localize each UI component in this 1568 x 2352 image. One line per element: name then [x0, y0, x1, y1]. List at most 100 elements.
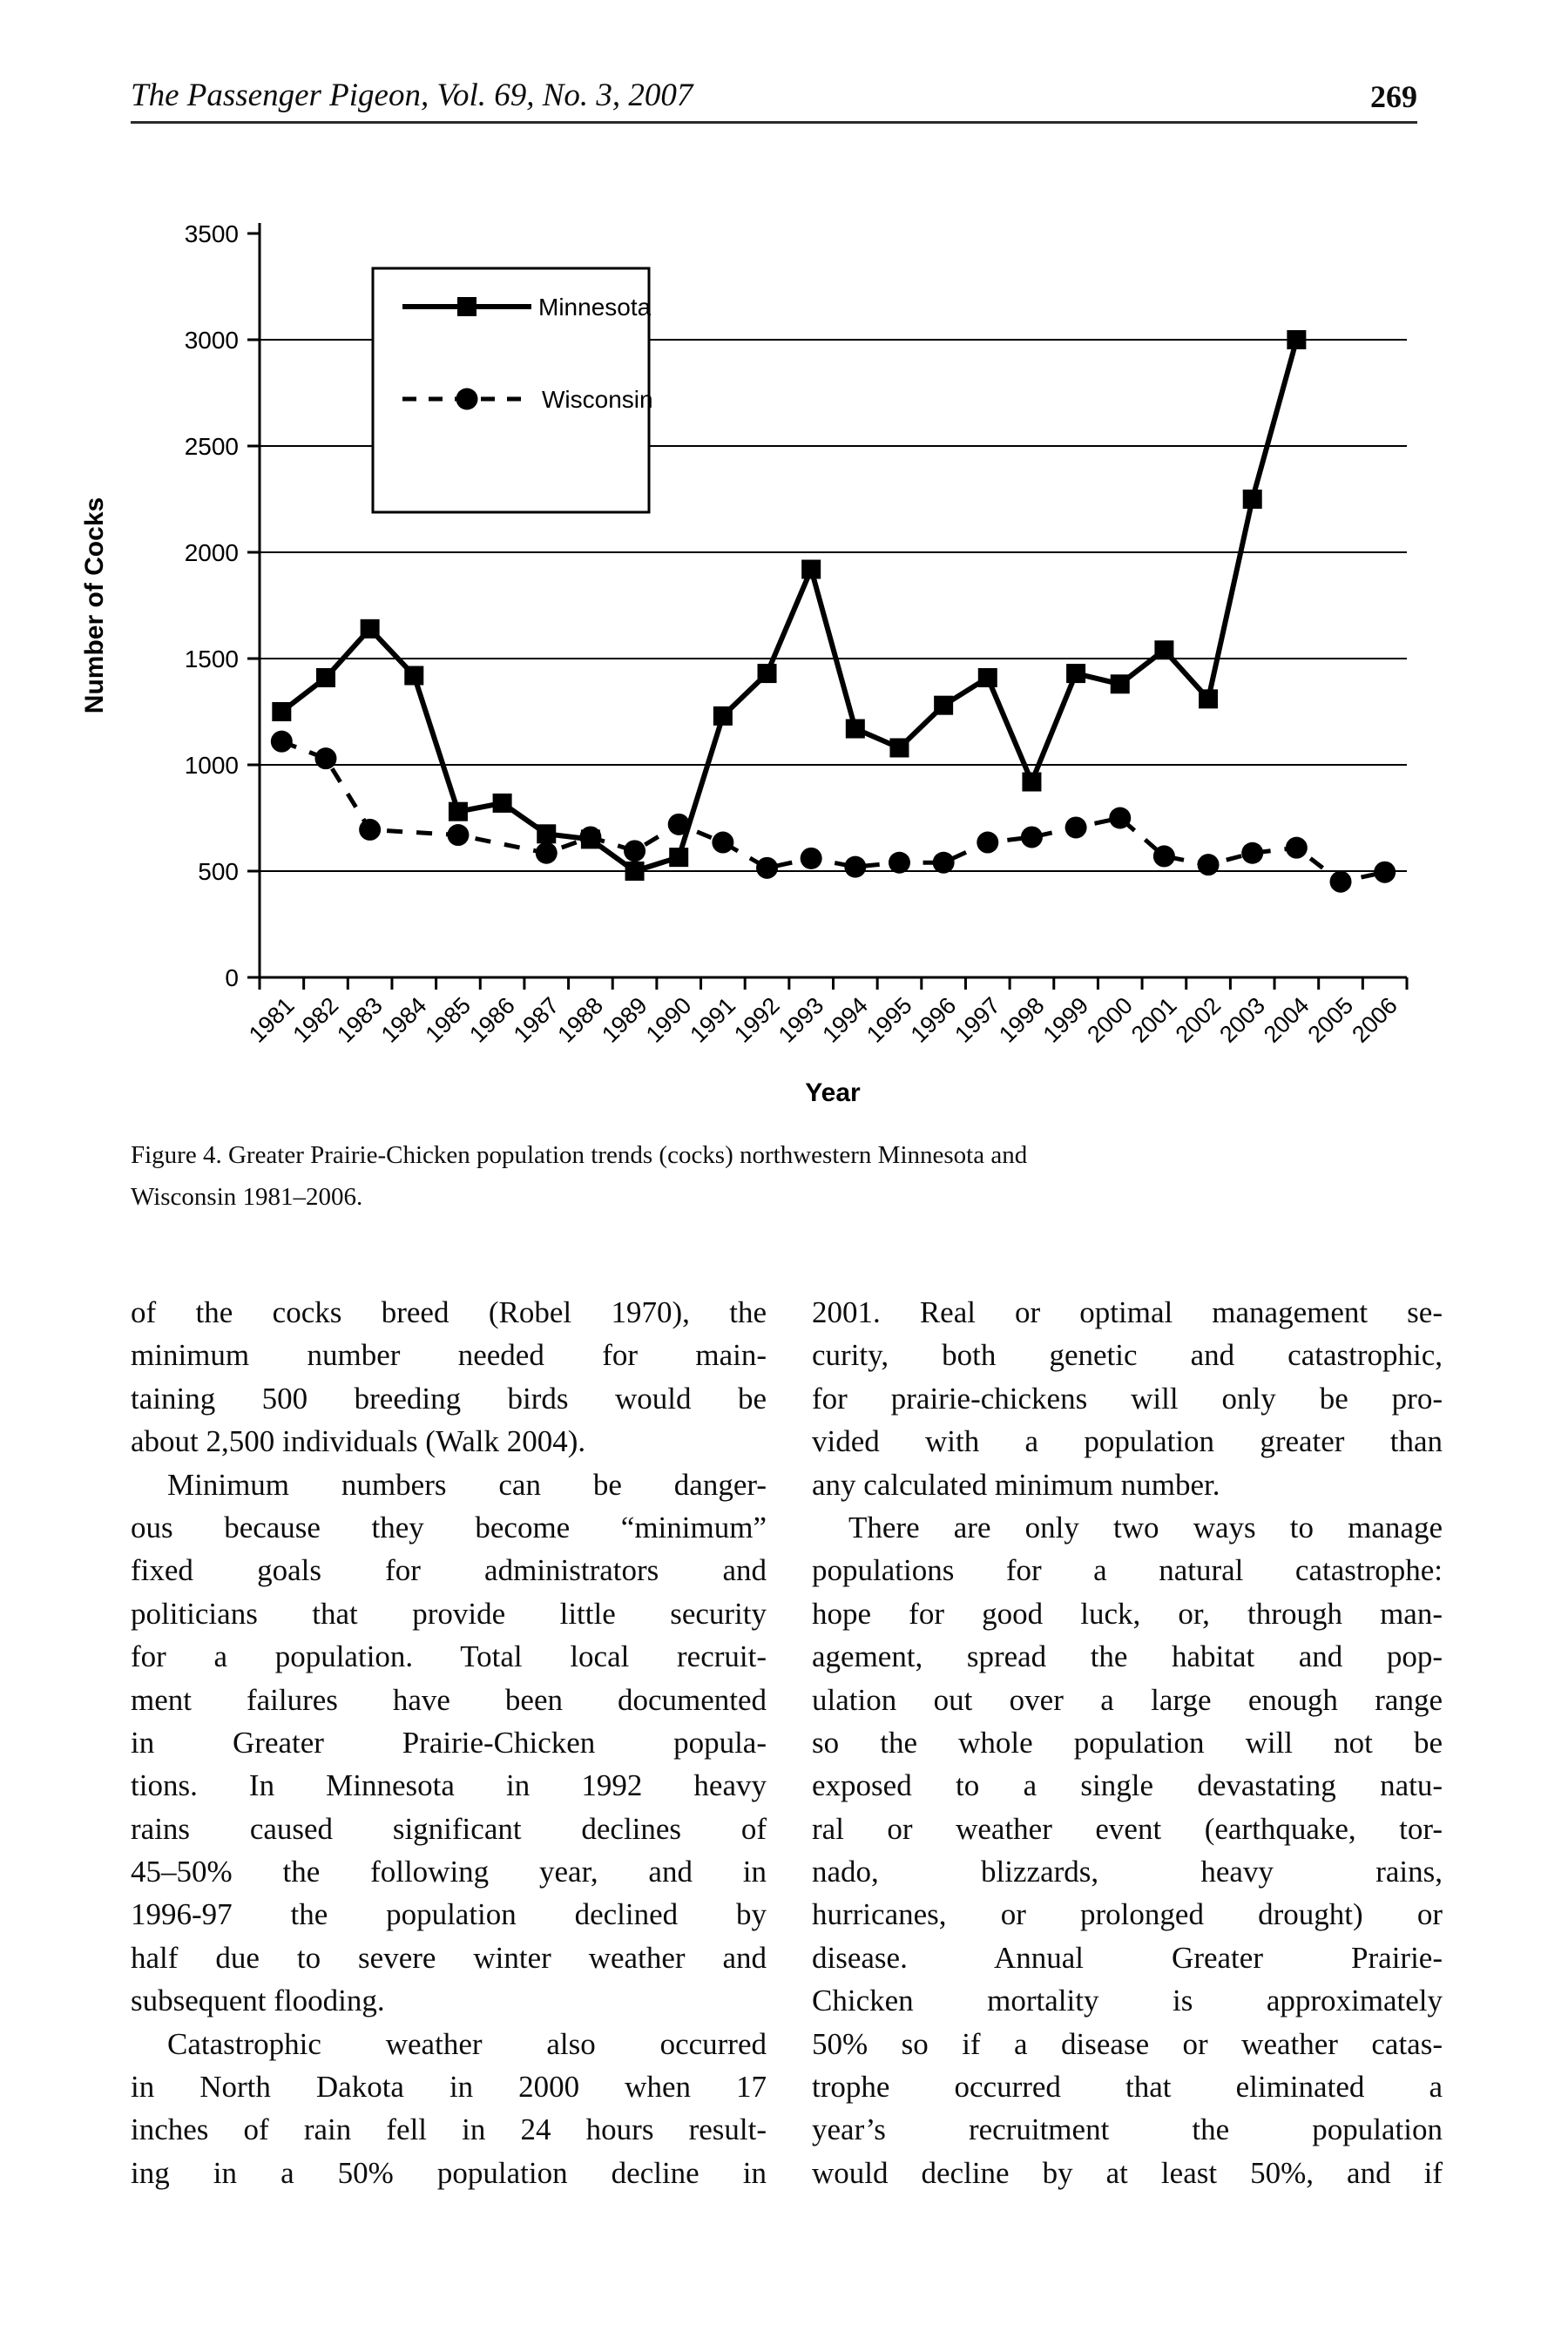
body-text-line: year’s recruitment the population	[812, 2112, 1443, 2147]
body-text-line: for prairie-chickens will only be pro-	[812, 1381, 1443, 1416]
minnesota-point	[713, 706, 733, 726]
y-tick-label: 1500	[185, 645, 239, 672]
x-tick-label: 2000	[1082, 992, 1138, 1048]
wisconsin-point	[535, 841, 558, 864]
x-tick-label: 2003	[1214, 992, 1270, 1048]
minnesota-series	[272, 330, 1307, 881]
body-text-line: 2001. Real or optimal management se-	[812, 1295, 1443, 1329]
legend-minnesota-marker	[457, 297, 476, 316]
legend-label-minnesota: Minnesota	[538, 294, 652, 321]
body-text-line: for a population. Total local recruit-	[131, 1639, 767, 1674]
body-text-line: taining 500 breeding birds would be	[131, 1381, 767, 1416]
wisconsin-point	[1197, 854, 1220, 876]
wisconsin-point	[800, 847, 822, 869]
body-column-left: of the cocks breed (Robel 1970), the mini…	[131, 1291, 767, 2194]
wisconsin-point	[624, 840, 646, 862]
legend-label-wisconsin: Wisconsin	[542, 386, 653, 413]
wisconsin-series	[270, 730, 1396, 893]
body-text-line: subsequent flooding.	[131, 1984, 385, 2018]
x-tick-label: 1997	[950, 992, 1005, 1048]
wisconsin-point	[667, 813, 690, 835]
y-tick-label: 1000	[185, 752, 239, 779]
body-text-line: exposed to a single devastating natu-	[812, 1768, 1443, 1803]
minnesota-point	[580, 829, 600, 849]
body-text-line: fixed goals for administrators and	[131, 1553, 767, 1588]
wisconsin-point	[756, 856, 779, 879]
wisconsin-point	[1109, 807, 1132, 829]
minnesota-point	[492, 793, 512, 813]
wisconsin-point	[1152, 845, 1175, 868]
body-text-line: half due to severe winter weather and	[131, 1940, 767, 1975]
x-tick-label: 1989	[597, 992, 652, 1048]
wisconsin-point	[270, 730, 293, 753]
body-text-line: ral or weather event (earthquake, tor-	[812, 1811, 1443, 1846]
wisconsin-point	[932, 851, 955, 874]
axes	[247, 223, 1409, 990]
minnesota-point	[889, 738, 909, 758]
body-text-line: of the cocks breed (Robel 1970), the	[131, 1295, 767, 1329]
body-text-line: 45–50% the following year, and in	[131, 1855, 767, 1889]
body-text-line: minimum number needed for main-	[131, 1338, 767, 1373]
x-tick-label: 2006	[1347, 992, 1402, 1048]
body-text-line: hurricanes, or prolonged drought) or	[812, 1897, 1443, 1932]
body-text-line: in North Dakota in 2000 when 17	[131, 2070, 767, 2105]
body-text-line: curity, both genetic and catastrophic,	[812, 1338, 1443, 1373]
figure-4-chart: 0 500 1000 1500 2000 2500 3000 3500 198119821983…	[80, 220, 1409, 1107]
body-text-line: populations for a natural catastrophe:	[812, 1553, 1443, 1588]
body-text-line: Chicken mortality is approximately	[812, 1984, 1443, 2018]
y-tick-label: 3000	[185, 327, 239, 354]
body-text-line: agement, spread the habitat and pop-	[812, 1639, 1443, 1674]
x-axis-title: Year	[805, 1078, 861, 1107]
body-text-line: Catastrophic weather also occurred	[167, 2026, 767, 2061]
body-text-line: inches of rain fell in 24 hours result-	[131, 2112, 767, 2147]
x-tick-label: 2005	[1303, 992, 1359, 1048]
y-tick-label: 500	[198, 858, 239, 885]
x-tick-label: 1998	[994, 992, 1050, 1048]
body-text-line: rains caused significant declines of	[131, 1811, 767, 1846]
body-text-line: nado, blizzards, heavy rains,	[812, 1855, 1443, 1889]
minnesota-point	[1154, 640, 1174, 660]
header-rule	[131, 121, 1417, 124]
page-number: 269	[1370, 79, 1417, 114]
figure-caption: Figure 4. Greater Prairie-Chicken popula…	[131, 1134, 1132, 1218]
x-tick-label: 1992	[729, 992, 785, 1048]
body-text-line: 50% so if a disease or weather catas-	[812, 2026, 1443, 2061]
minnesota-point	[934, 695, 954, 715]
minnesota-point	[1110, 674, 1130, 694]
x-tick-label: 1985	[420, 992, 476, 1048]
wisconsin-point	[1064, 816, 1087, 839]
x-tick-label: 1988	[552, 992, 608, 1048]
y-tick-label: 3500	[185, 220, 239, 247]
journal-title: The Passenger Pigeon, Vol. 69, No. 3, 20…	[131, 78, 693, 113]
y-tick-label: 2000	[185, 539, 239, 566]
body-text-line: vided with a population greater than	[812, 1424, 1443, 1459]
x-tick-label: 1983	[332, 992, 388, 1048]
wisconsin-point	[447, 824, 470, 847]
y-tick-label: 0	[225, 964, 239, 991]
minnesota-point	[845, 719, 865, 739]
x-tick-label: 1999	[1038, 992, 1094, 1048]
body-text-line: ous because they become “minimum”	[131, 1510, 767, 1544]
body-text-line: in Greater Prairie-Chicken popula-	[131, 1725, 767, 1760]
minnesota-point	[360, 618, 380, 639]
body-text-line: Minimum numbers can be danger-	[167, 1467, 767, 1502]
x-tick-label: 1994	[817, 992, 873, 1048]
x-tick-label: 1986	[464, 992, 520, 1048]
wisconsin-point	[1329, 870, 1352, 893]
wisconsin-line	[280, 739, 1386, 884]
minnesota-point	[315, 667, 335, 687]
body-text-line: hope for good luck, or, through man-	[812, 1596, 1443, 1631]
minnesota-point	[1242, 490, 1262, 509]
body-text-line: ment failures have been documented	[131, 1682, 767, 1717]
x-tick-label: 1984	[376, 992, 432, 1048]
x-tick-label: 1991	[685, 992, 740, 1048]
figure-caption-line1: Figure 4. Greater Prairie-Chicken popula…	[131, 1141, 1028, 1169]
minnesota-point	[669, 848, 689, 868]
x-tick-label: 1993	[774, 992, 829, 1048]
minnesota-point	[272, 702, 292, 721]
minnesota-point	[1199, 689, 1219, 709]
body-text-line: about 2,500 individuals (Walk 2004).	[131, 1424, 586, 1459]
wisconsin-point	[888, 851, 910, 874]
plot-area: 0 500 1000 1500 2000 2500 3000 3500 198119821983…	[185, 220, 1409, 1048]
